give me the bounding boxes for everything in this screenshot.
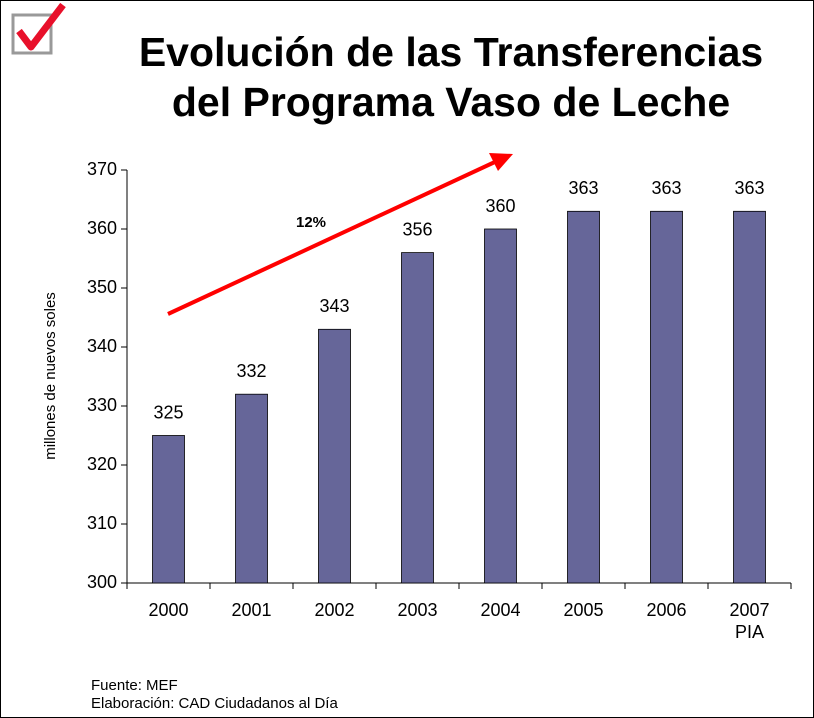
bar — [152, 435, 185, 584]
x-tick-label: 2003 — [397, 600, 438, 620]
data-label: 363 — [734, 178, 764, 198]
bar — [567, 210, 600, 584]
data-label: 356 — [402, 219, 432, 239]
data-label: 360 — [485, 196, 515, 216]
x-tick-label: 2004 — [480, 600, 521, 620]
credit: Elaboración: CAD Ciudadanos al Día — [91, 695, 338, 712]
x-tick-label: 2002 — [314, 600, 355, 620]
y-tick-label: 330 — [87, 395, 117, 415]
y-tick-label: 370 — [87, 159, 117, 179]
data-label: 363 — [651, 178, 681, 198]
x-tick-label: 2006 — [646, 600, 687, 620]
bar — [650, 210, 683, 584]
y-tick-label: 320 — [87, 454, 117, 474]
bar — [401, 252, 434, 584]
bar — [484, 228, 517, 584]
bar — [235, 393, 268, 584]
x-tick-label: 2007 PIA — [729, 600, 770, 642]
y-tick-label: 360 — [87, 218, 117, 238]
bar — [318, 328, 351, 584]
checkbox-icon — [11, 2, 66, 55]
data-label: 363 — [568, 178, 598, 198]
data-label: 332 — [236, 361, 266, 381]
annotation: 12% — [296, 214, 326, 231]
x-tick-label: 2001 — [231, 600, 272, 620]
y-axis-label: millones de nuevos soles — [42, 292, 59, 460]
source: Fuente: MEF — [91, 677, 178, 694]
data-label: 343 — [319, 296, 349, 316]
x-tick-label: 2000 — [148, 600, 189, 620]
x-tick-label: 2005 — [563, 600, 604, 620]
y-tick-label: 340 — [87, 336, 117, 356]
chart-title: Evolución de las Transferencias del Prog… — [138, 29, 764, 125]
y-tick-label: 300 — [87, 572, 117, 592]
data-label: 325 — [153, 402, 183, 422]
y-tick-label: 350 — [87, 277, 117, 297]
trend-arrow — [167, 153, 513, 316]
bar — [733, 210, 766, 584]
y-tick-label: 310 — [87, 513, 117, 533]
